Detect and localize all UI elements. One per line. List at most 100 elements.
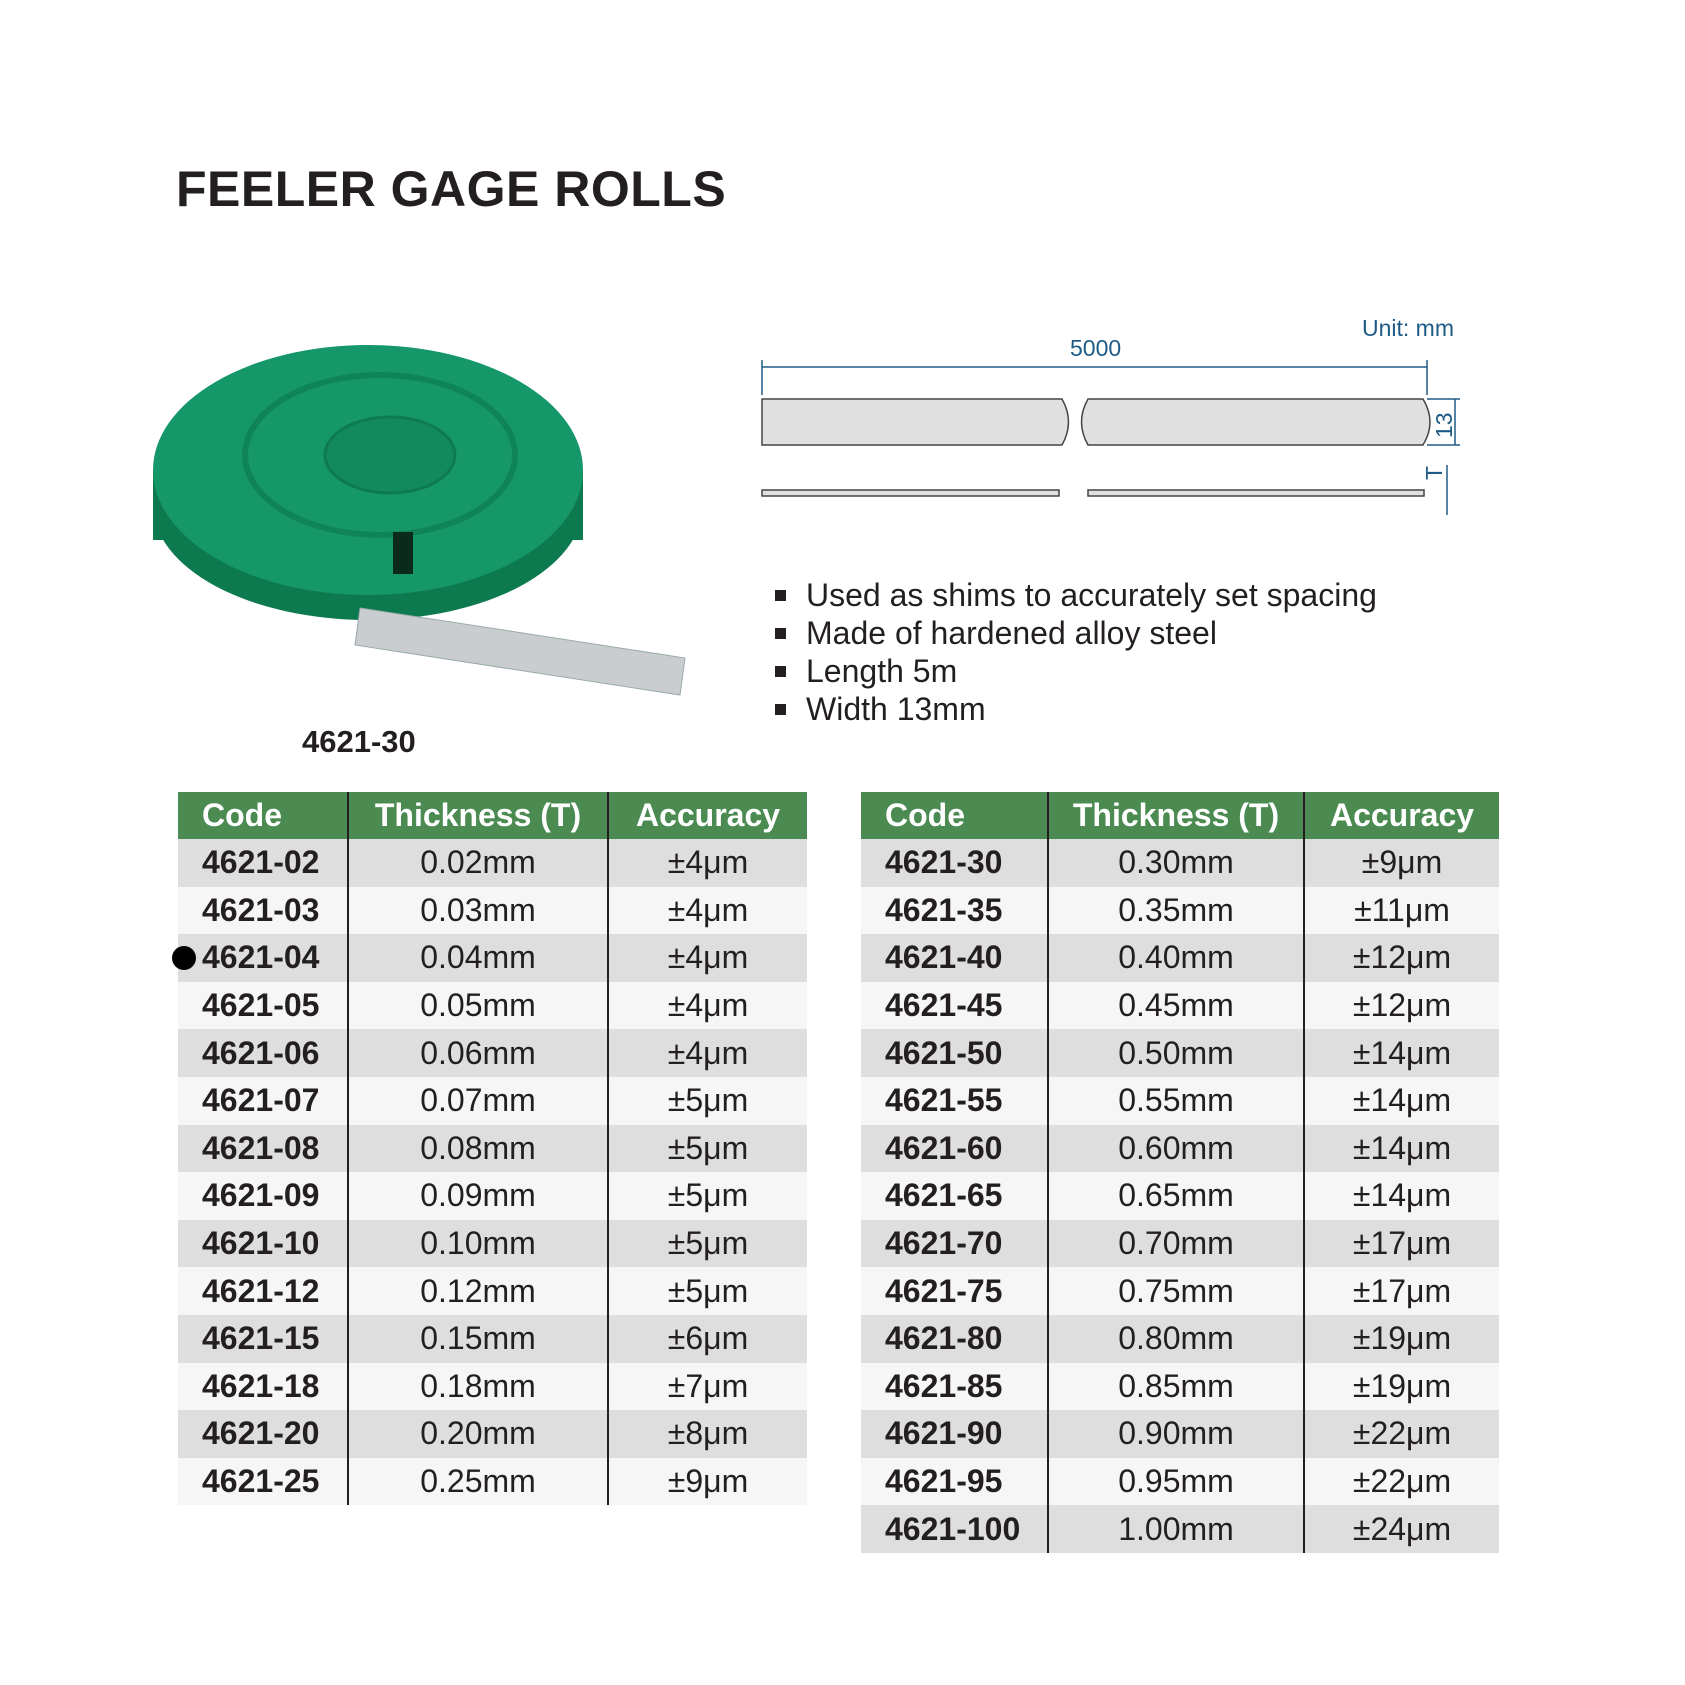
width-label: 13 <box>1431 412 1457 438</box>
code-cell: 4621-02 <box>178 839 348 887</box>
code-cell: 4621-12 <box>178 1267 348 1315</box>
bullet-icon <box>775 627 786 639</box>
thickness-cell: 0.35mm <box>1047 886 1304 935</box>
thickness-cell: 1.00mm <box>1047 1505 1304 1553</box>
code-cell: 4621-70 <box>861 1219 1048 1268</box>
accuracy-cell: ±4μm <box>607 934 807 982</box>
table-row: 4621-02 0.02mm ±4μm <box>178 839 807 887</box>
code-cell: 4621-18 <box>178 1362 348 1411</box>
code-cell: 4621-04 <box>178 934 348 982</box>
feature-text: Length 5m <box>806 653 958 689</box>
thickness-cell: 0.75mm <box>1047 1267 1304 1315</box>
table-row: 4621-65 0.65mm ±14μm <box>861 1172 1499 1220</box>
accuracy-cell: ±5μm <box>607 1172 807 1220</box>
thickness-label: T <box>1421 466 1447 480</box>
spec-table-right: Code Thickness (T) Accuracy 4621-30 0.30m… <box>861 792 1499 1553</box>
accuracy-cell: ±5μm <box>607 1267 807 1315</box>
table-row: 4621-50 0.50mm ±14μm <box>861 1029 1499 1077</box>
accuracy-cell: ±4μm <box>607 839 807 887</box>
code-cell: 4621-25 <box>178 1457 348 1506</box>
unit-label: Unit: mm <box>1362 315 1454 341</box>
table-row: 4621-05 0.05mm ±4μm <box>178 981 807 1030</box>
feeler-gage-roll-image <box>153 345 686 696</box>
thickness-cell: 0.12mm <box>347 1267 608 1315</box>
accuracy-cell: ±4μm <box>607 1029 807 1077</box>
code-cell: 4621-65 <box>861 1172 1048 1220</box>
feature-text: Made of hardened alloy steel <box>806 615 1217 651</box>
code-cell: 4621-80 <box>861 1314 1048 1363</box>
code-cell: 4621-20 <box>178 1410 348 1458</box>
table-row: 4621-09 0.09mm ±5μm <box>178 1172 807 1220</box>
thickness-cell: 0.30mm <box>1047 839 1304 887</box>
thickness-cell: 0.60mm <box>1047 1124 1304 1173</box>
table-row: 4621-06 0.06mm ±4μm <box>178 1029 807 1077</box>
page-title: FEELER GAGE ROLLS <box>176 161 727 217</box>
table-row: 4621-35 0.35mm ±11μm <box>861 886 1499 935</box>
code-cell: 4621-45 <box>861 981 1048 1030</box>
accuracy-cell: ±5μm <box>607 1219 807 1268</box>
table-row: 4621-55 0.55mm ±14μm <box>861 1076 1499 1125</box>
thickness-cell: 0.10mm <box>347 1219 608 1268</box>
thickness-cell: 0.80mm <box>1047 1314 1304 1363</box>
accuracy-cell: ±22μm <box>1303 1410 1499 1458</box>
table-row: 4621-80 0.80mm ±19μm <box>861 1314 1499 1363</box>
thickness-cell: 0.90mm <box>1047 1410 1304 1458</box>
accuracy-cell: ±22μm <box>1303 1457 1499 1506</box>
code-cell: 4621-60 <box>861 1124 1048 1173</box>
code-cell: 4621-07 <box>178 1076 348 1125</box>
table-row: 4621-40 0.40mm ±12μm <box>861 934 1499 982</box>
thickness-cell: 0.09mm <box>347 1172 608 1220</box>
accuracy-cell: ±14μm <box>1303 1029 1499 1077</box>
accuracy-cell: ±6μm <box>607 1314 807 1363</box>
header-code: Code <box>178 792 348 839</box>
table-row: 4621-90 0.90mm ±22μm <box>861 1410 1499 1458</box>
header-thickness: Thickness (T) <box>1047 792 1304 839</box>
feature-text: Width 13mm <box>806 691 986 727</box>
code-cell: 4621-85 <box>861 1362 1048 1411</box>
product-caption: 4621-30 <box>302 724 416 759</box>
thickness-cell: 0.04mm <box>347 934 608 982</box>
table-row: 4621-25 0.25mm ±9μm <box>178 1457 807 1506</box>
code-cell: 4621-50 <box>861 1029 1048 1077</box>
bullet-icon <box>775 589 786 601</box>
table-row: 4621-10 0.10mm ±5μm <box>178 1219 807 1268</box>
thickness-cell: 0.65mm <box>1047 1172 1304 1220</box>
feature-item: Length 5m <box>775 652 1377 690</box>
code-cell: 4621-40 <box>861 934 1048 982</box>
table-row: 4621-07 0.07mm ±5μm <box>178 1076 807 1125</box>
spec-table-left: Code Thickness (T) Accuracy 4621-02 0.02m… <box>178 792 807 1506</box>
accuracy-cell: ±8μm <box>607 1410 807 1458</box>
accuracy-cell: ±11μm <box>1303 886 1499 935</box>
feature-list: Used as shims to accurately set spacing … <box>775 576 1377 728</box>
thickness-cell: 0.85mm <box>1047 1362 1304 1411</box>
accuracy-cell: ±9μm <box>607 1457 807 1506</box>
thickness-cell: 0.25mm <box>347 1457 608 1506</box>
thickness-cell: 0.20mm <box>347 1410 608 1458</box>
bullet-icon <box>775 665 786 677</box>
table-row: 4621-12 0.12mm ±5μm <box>178 1267 807 1315</box>
table-row: 4621-95 0.95mm ±22μm <box>861 1457 1499 1506</box>
accuracy-cell: ±17μm <box>1303 1219 1499 1268</box>
thickness-cell: 0.55mm <box>1047 1076 1304 1125</box>
code-cell: 4621-15 <box>178 1314 348 1363</box>
thickness-cell: 0.15mm <box>347 1314 608 1363</box>
code-cell: 4621-09 <box>178 1172 348 1220</box>
accuracy-cell: ±4μm <box>607 981 807 1030</box>
table-row: 4621-45 0.45mm ±12μm <box>861 981 1499 1030</box>
accuracy-cell: ±24μm <box>1303 1505 1499 1553</box>
accuracy-cell: ±17μm <box>1303 1267 1499 1315</box>
table-row: 4621-03 0.03mm ±4μm <box>178 886 807 935</box>
table-row: 4621-15 0.15mm ±6μm <box>178 1314 807 1363</box>
code-cell: 4621-03 <box>178 886 348 935</box>
table-row: 4621-70 0.70mm ±17μm <box>861 1219 1499 1268</box>
accuracy-cell: ±5μm <box>607 1076 807 1125</box>
table-row: 4621-20 0.20mm ±8μm <box>178 1410 807 1458</box>
thickness-cell: 0.18mm <box>347 1362 608 1411</box>
accuracy-cell: ±12μm <box>1303 981 1499 1030</box>
thickness-cell: 0.02mm <box>347 839 608 887</box>
code-cell: 4621-10 <box>178 1219 348 1268</box>
accuracy-cell: ±7μm <box>607 1362 807 1411</box>
thickness-cell: 0.40mm <box>1047 934 1304 982</box>
accuracy-cell: ±4μm <box>607 886 807 935</box>
